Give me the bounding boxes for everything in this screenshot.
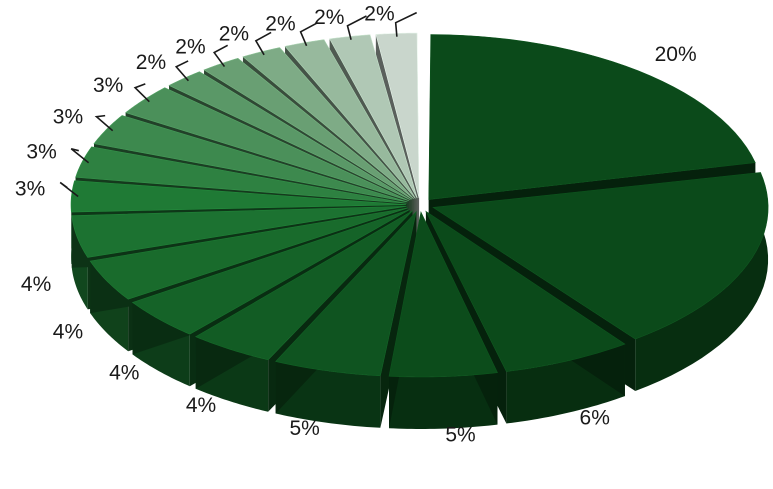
pie-slice-5: [195, 210, 413, 361]
slice-wall-3: [389, 372, 498, 429]
slice-side-7-1: [90, 208, 408, 314]
slice-label-6: 4%: [109, 362, 139, 385]
leader-line-15: [254, 31, 272, 56]
slice-label-0: 20%: [655, 43, 697, 66]
pie-slice-2: [425, 210, 626, 372]
pie-slice-14: [203, 57, 413, 200]
pie-slice-6: [131, 209, 410, 335]
pie-slice-8: [71, 205, 407, 258]
pie-slice-7: [89, 207, 408, 300]
slice-label-15: 2%: [219, 22, 249, 45]
slice-label-16: 2%: [265, 13, 295, 36]
slice-label-5: 4%: [186, 394, 216, 417]
leader-line-13: [174, 60, 189, 82]
slice-label-12: 3%: [93, 74, 123, 97]
slice-label-14: 2%: [175, 35, 205, 58]
slice-label-7: 4%: [53, 320, 83, 343]
slice-label-1: 17%: [772, 303, 773, 326]
pie-slice-12: [125, 87, 410, 202]
pie-slice-4: [275, 210, 417, 377]
slice-label-18: 2%: [364, 3, 394, 26]
slice-label-13: 2%: [136, 51, 166, 74]
leader-line-16: [299, 21, 319, 47]
label-layer: 20% 17% 6% 5% 5% 4% 4% 4% 4% 3% 3% 3% 3% 2% 2% 2% 2% 2% 2%: [15, 3, 773, 447]
pie-slice-3: [388, 211, 498, 378]
pie-slice-10: [75, 146, 407, 204]
slice-label-2: 6%: [580, 406, 610, 429]
slice-wall-1: [635, 172, 769, 392]
pie-slice-11: [93, 115, 408, 203]
slice-label-4: 5%: [289, 417, 319, 440]
pie-slice-15: [242, 47, 414, 199]
leader-line-11: [94, 114, 114, 132]
pie-slice-16: [284, 39, 416, 199]
pie-slice-0: [428, 34, 756, 200]
slice-label-9: 3%: [15, 178, 45, 201]
leader-line-18: [394, 11, 418, 37]
slice-label-17: 2%: [314, 6, 344, 29]
leader-line-17: [346, 15, 367, 40]
pie-slice-13: [168, 71, 411, 201]
slice-top-layer: [70, 32, 769, 378]
leader-line-12: [133, 83, 150, 103]
leader-line-9: [59, 181, 79, 198]
pie-slice-9: [70, 180, 407, 213]
leader-line-14: [212, 44, 229, 68]
slice-label-8: 4%: [21, 273, 51, 296]
slice-label-11: 3%: [53, 106, 83, 129]
slice-label-10: 3%: [26, 141, 56, 164]
leader-line-10: [70, 147, 90, 164]
slice-label-3: 5%: [445, 423, 475, 446]
pie-slice-1: [432, 172, 769, 340]
